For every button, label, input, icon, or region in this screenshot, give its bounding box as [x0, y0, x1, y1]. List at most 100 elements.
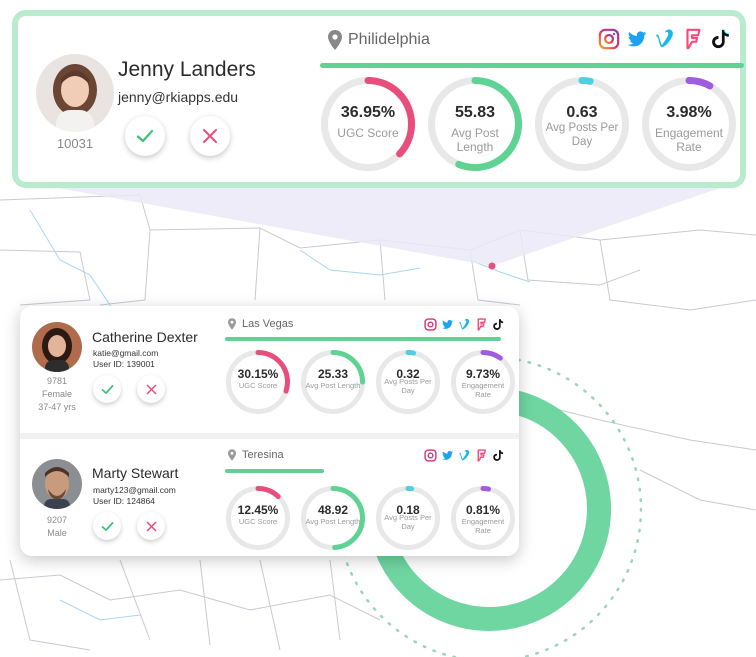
- stat-value: 36.95%: [340, 104, 396, 121]
- stat-value: 0.32: [396, 367, 420, 381]
- list-item[interactable]: 9207 Male Marty Stewart marty123@gmail.c…: [20, 439, 519, 561]
- list-item[interactable]: 9781 Female 37-47 yrs Catherine Dexter k…: [20, 306, 519, 428]
- avg-post-length-stat: 55.83 Avg Post Length: [427, 76, 523, 172]
- stat-label: UGC Score: [238, 381, 278, 390]
- instagram-icon[interactable]: [598, 28, 620, 50]
- ring-progress-arc: [321, 77, 415, 171]
- ring-progress-arc: [301, 486, 365, 550]
- avg-posts-per-day-ring: [376, 486, 440, 550]
- stat-value: 0.81%: [465, 503, 501, 517]
- tiktok-icon[interactable]: [492, 318, 505, 331]
- instagram-icon[interactable]: [424, 318, 437, 331]
- avg-post-length-stat: 48.92 Avg Post Length: [300, 485, 366, 551]
- avg-posts-per-day-ring: [535, 77, 629, 171]
- stat-value: 48.92: [317, 503, 349, 517]
- tiktok-icon[interactable]: [710, 28, 732, 50]
- influencer-name: Marty Stewart: [92, 465, 179, 481]
- stat-label: UGC Score: [337, 126, 399, 140]
- ugc-score-ring: [226, 350, 290, 414]
- accept-button[interactable]: [125, 116, 165, 156]
- vimeo-icon[interactable]: [654, 28, 676, 50]
- location-name: Teresina: [242, 449, 284, 461]
- influencer-id: 9207: [46, 515, 68, 525]
- map-pin-icon: [228, 449, 236, 461]
- stat-label: Engagement Rate: [461, 381, 505, 399]
- instagram-icon[interactable]: [424, 449, 437, 462]
- influencer-email: katie@gmail.com: [93, 348, 159, 358]
- stat-value: 25.33: [317, 367, 349, 381]
- twitter-icon[interactable]: [441, 318, 454, 331]
- ugc-score-stat: 12.45% UGC Score: [225, 485, 291, 551]
- avg-post-length-ring: [428, 77, 522, 171]
- influencer-gender: Male: [47, 528, 67, 539]
- influencer-email: marty123@gmail.com: [93, 485, 176, 495]
- check-icon: [101, 384, 113, 394]
- accept-button[interactable]: [93, 375, 121, 403]
- foursquare-icon[interactable]: [475, 318, 488, 331]
- ugc-score-ring: [321, 77, 415, 171]
- influencer-email: jenny@rkiapps.edu: [118, 89, 239, 105]
- social-links: [598, 28, 732, 50]
- stat-value: 30.15%: [237, 367, 279, 381]
- reject-button[interactable]: [190, 116, 230, 156]
- engagement-rate-ring: [451, 486, 515, 550]
- avatar: [32, 459, 82, 509]
- stat-label: Avg Posts Per Day: [545, 122, 619, 148]
- engagement-rate-stat: 9.73% Engagement Rate: [450, 349, 516, 415]
- location: Las Vegas: [228, 318, 293, 330]
- close-icon: [146, 521, 156, 531]
- reject-button[interactable]: [137, 512, 165, 540]
- influencer-name: Jenny Landers: [118, 58, 256, 81]
- location-progress-bar: [225, 469, 324, 473]
- avg-posts-per-day-stat: 0.18 Avg Posts Per Day: [375, 485, 441, 551]
- check-icon: [136, 129, 154, 143]
- influencer-user-id: User ID: 139001: [93, 359, 155, 369]
- ugc-score-ring: [226, 486, 290, 550]
- twitter-icon[interactable]: [441, 449, 454, 462]
- stat-label: Engagement Rate: [461, 517, 505, 535]
- accept-button[interactable]: [93, 512, 121, 540]
- social-links: [424, 318, 505, 331]
- avg-post-length-ring: [301, 486, 365, 550]
- social-links: [424, 449, 505, 462]
- tiktok-icon[interactable]: [492, 449, 505, 462]
- influencer-user-id: User ID: 124864: [93, 496, 155, 506]
- vimeo-icon[interactable]: [458, 449, 471, 462]
- influencer-name: Catherine Dexter: [92, 329, 198, 345]
- avg-post-length-ring: [301, 350, 365, 414]
- stat-value: 9.73%: [465, 367, 501, 381]
- stat-label: Avg Post Length: [305, 517, 361, 526]
- stat-label: Avg Posts Per Day: [384, 377, 432, 395]
- vimeo-icon[interactable]: [458, 318, 471, 331]
- close-icon: [203, 129, 217, 143]
- close-icon: [146, 384, 156, 394]
- check-icon: [101, 521, 113, 531]
- stat-label: Avg Post Length: [305, 381, 361, 390]
- avg-post-length-stat: 25.33 Avg Post Length: [300, 349, 366, 415]
- ring-track: [642, 77, 736, 171]
- stat-value: 12.45%: [237, 503, 279, 517]
- map-pin-icon: [328, 30, 342, 50]
- avatar: [36, 54, 114, 132]
- stat-value: 55.83: [454, 104, 496, 121]
- location: Teresina: [228, 449, 284, 461]
- ring-progress-arc: [301, 350, 365, 414]
- foursquare-icon[interactable]: [682, 28, 704, 50]
- location: Philidelphia: [328, 30, 430, 50]
- twitter-icon[interactable]: [626, 28, 648, 50]
- ring-progress-arc: [451, 486, 515, 550]
- ring-progress-arc: [642, 77, 736, 171]
- location-progress-bar: [320, 63, 744, 68]
- influencer-id: 9781: [46, 376, 68, 386]
- reject-button[interactable]: [137, 375, 165, 403]
- foursquare-icon[interactable]: [475, 449, 488, 462]
- avg-posts-per-day-stat: 0.63 Avg Posts Per Day: [534, 76, 630, 172]
- ring-progress-arc: [376, 486, 440, 550]
- avatar: [32, 322, 82, 372]
- engagement-rate-ring: [642, 77, 736, 171]
- engagement-rate-stat: 3.98% Engagement Rate: [641, 76, 737, 172]
- ring-progress-arc: [535, 77, 629, 171]
- influencer-list-card: 9781 Female 37-47 yrs Catherine Dexter k…: [20, 306, 519, 556]
- stat-label: UGC Score: [238, 517, 278, 526]
